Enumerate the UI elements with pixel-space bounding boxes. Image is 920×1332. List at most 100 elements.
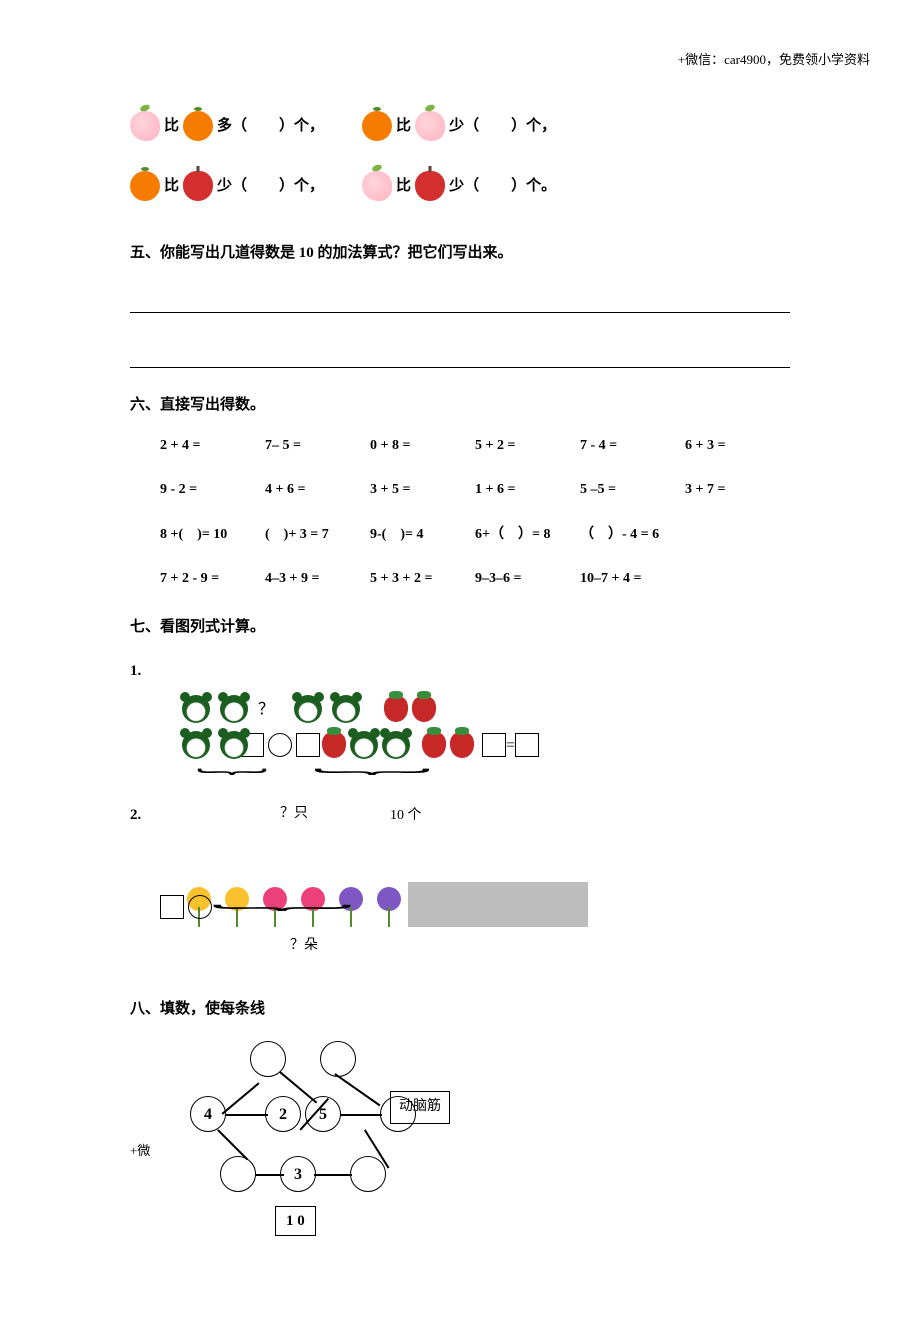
peach-icon [415,111,445,141]
math-problems-grid: 2 + 4 = 7– 5 = 0 + 8 = 5 + 2 = 7 - 4 = 6… [160,435,790,591]
picture-problem-2: ︸ ？朵 [180,837,790,1017]
math-cell: 5 + 2 = [475,435,580,457]
panda-group-c [180,729,250,761]
panda-icon [350,731,378,759]
node-2: 2 [265,1096,301,1132]
relation-text: 少（ [217,174,247,198]
math-cell: 8 +( )= 10 [160,524,265,546]
math-cell: （ ）- 4 = 6 [580,524,685,546]
math-cell: ( )+ 3 = 7 [265,524,370,546]
panda-icon [332,695,360,723]
math-cell [685,568,790,590]
flower-icon [374,887,404,927]
math-cell: 5 + 3 + 2 = [370,568,475,590]
picture-problem-1: ？ = ︸ ︸ ？只 10 个 [180,693,790,843]
strawberry-icon [322,732,346,758]
equals-sign: = [506,733,515,759]
answer-line-2 [130,338,790,368]
math-cell: 4 + 6 = [265,479,370,501]
math-cell: 0 + 8 = [370,435,475,457]
panda-group-a [180,693,250,725]
strawberry-icon [412,696,436,722]
footer-wechat-note: +微 [130,1141,790,1162]
answer-box-icon [296,733,320,757]
apple-icon [415,171,445,201]
section-7-title: 七、看图列式计算。 [130,615,790,639]
compare-word: 比 [396,174,411,198]
unit-text: ）个。 [511,174,556,198]
panda-top-row: ？ [180,693,790,725]
answer-box-icon [515,733,539,757]
curly-brace-icon: ︸ [210,899,354,937]
apple-icon [183,171,213,201]
empty-node-icon [320,1041,356,1077]
answer-box-icon [482,733,506,757]
math-cell: 5 –5 = [580,479,685,501]
panda-icon [182,695,210,723]
number-triangle-diagram: 4 2 5 3 1 0 动脑筋 [190,1041,450,1231]
formula-boxes-inline [240,733,320,757]
math-cell: 2 + 4 = [160,435,265,457]
operator-circle-icon [268,733,292,757]
math-row-2: 9 - 2 = 4 + 6 = 3 + 5 = 1 + 6 = 5 –5 = 3… [160,479,790,501]
brace-label-left: ？只 [280,803,308,825]
math-cell: 1 + 6 = [475,479,580,501]
relation-text: 多（ [217,114,247,138]
relation-text: 少（ [449,174,479,198]
orange-icon [183,111,213,141]
orange-icon [362,111,392,141]
math-cell: 3 + 5 = [370,479,475,501]
sum-box: 1 0 [275,1206,316,1236]
math-row-3: 8 +( )= 10 ( )+ 3 = 7 9-( )= 4 6+（ ）= 8 … [160,524,790,546]
math-row-1: 2 + 4 = 7– 5 = 0 + 8 = 5 + 2 = 7 - 4 = 6… [160,435,790,457]
people-carrying-icon [408,837,588,927]
relation-text: 少（ [449,114,479,138]
answer-line-1 [130,283,790,313]
comparison-row-1: 比 多（ ）个， 比 少（ ）个， [130,111,790,141]
strawberry-icon [450,732,474,758]
compare-word: 比 [164,174,179,198]
node-4: 4 [190,1096,226,1132]
math-cell [685,524,790,546]
brace-label-flowers: ？朵 [290,935,318,957]
peach-icon [362,171,392,201]
math-cell: 6 + 3 = [685,435,790,457]
header-wechat-note: +微信：car4900，免费领小学资料 [130,50,870,71]
math-cell: 7 + 2 - 9 = [160,568,265,590]
panda-bottom-row: = [180,729,790,761]
unit-text: ）个， [511,114,556,138]
panda-icon [294,695,322,723]
question-mark: ？ [258,697,274,723]
math-cell: 9 - 2 = [160,479,265,501]
panda-group-b [292,693,362,725]
unit-text: ）个， [279,174,324,198]
math-cell: 3 + 7 = [685,479,790,501]
brace-label-right: 10 个 [390,805,422,827]
orange-icon [130,171,160,201]
section-5-title: 五、你能写出几道得数是 10 的加法算式？把它们写出来。 [130,241,790,265]
peach-icon [130,111,160,141]
panda-icon [382,731,410,759]
strawberry-icon [384,696,408,722]
section-6-title: 六、直接写出得数。 [130,393,790,417]
problem-1-label: 1. [130,659,790,683]
compare-word: 比 [396,114,411,138]
math-row-4: 7 + 2 - 9 = 4–3 + 9 = 5 + 3 + 2 = 9–3–6 … [160,568,790,590]
math-cell: 4–3 + 9 = [265,568,370,590]
compare-word: 比 [164,114,179,138]
operator-circle-icon [188,895,212,919]
callout-hint: 动脑筋 [390,1091,450,1123]
math-cell: 10–7 + 4 = [580,568,685,590]
math-cell: 6+（ ）= 8 [475,524,580,546]
math-cell: 7 - 4 = [580,435,685,457]
comparison-row-2: 比 少（ ）个， 比 少（ ）个。 [130,171,790,201]
math-cell: 7– 5 = [265,435,370,457]
strawberry-icon [422,732,446,758]
formula-boxes-2 [160,895,212,919]
curly-brace-icon: ︸ [312,763,432,801]
math-cell: 9–3–6 = [475,568,580,590]
panda-icon [182,731,210,759]
curly-brace-icon: ︸ [196,763,268,801]
math-cell: 9-( )= 4 [370,524,475,546]
panda-icon [220,695,248,723]
